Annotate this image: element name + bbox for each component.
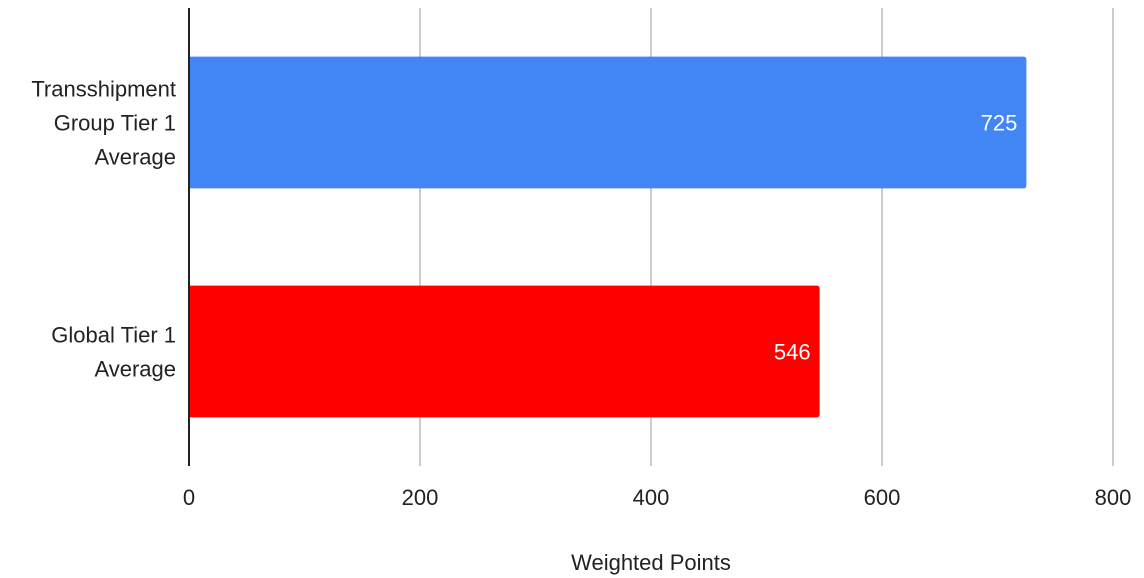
category-label-0-line-1: Group Tier 1 [54,111,176,136]
category-label-0-line-0: Transshipment [31,77,176,102]
bars: 725 546 [189,56,1027,418]
x-tick-label-1: 200 [402,485,439,510]
bar-1 [189,285,820,418]
x-tick-label-3: 600 [864,485,901,510]
x-axis-title: Weighted Points [571,550,731,575]
bar-0 [189,56,1027,189]
category-label-0-line-2: Average [94,145,176,170]
x-tick-label-4: 800 [1095,485,1132,510]
x-tick-label-2: 400 [633,485,670,510]
category-label-1-line-1: Average [94,357,176,382]
x-tick-label-0: 0 [183,485,195,510]
data-label-0: 725 [981,111,1018,136]
category-label-1-line-0: Global Tier 1 [51,323,176,348]
data-label-1: 546 [774,340,811,365]
x-tick-labels: 0 200 400 600 800 [183,485,1131,510]
category-labels: Transshipment Group Tier 1 Average Global T… [31,77,176,382]
